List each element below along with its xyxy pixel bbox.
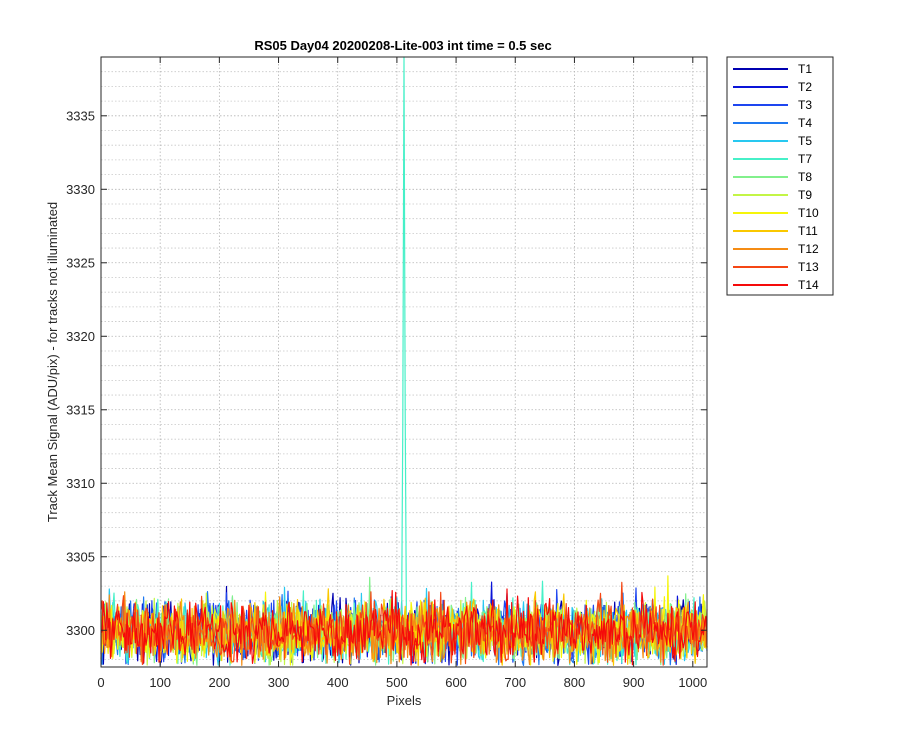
x-tick-label: 100 — [149, 675, 171, 690]
legend-label: T8 — [798, 170, 812, 184]
legend-label: T1 — [798, 62, 812, 76]
legend-label: T7 — [798, 152, 812, 166]
legend-label: T13 — [798, 260, 819, 274]
y-tick-label: 3305 — [66, 549, 95, 564]
y-axis-label: Track Mean Signal (ADU/pix) - for tracks… — [45, 202, 60, 522]
y-tick-label: 3330 — [66, 182, 95, 197]
legend-label: T4 — [798, 116, 812, 130]
x-axis-label: Pixels — [387, 693, 422, 708]
series-line-t14 — [100, 588, 708, 666]
x-tick-label: 700 — [504, 675, 526, 690]
y-tick-label: 3335 — [66, 108, 95, 123]
legend-item-t1: T1 — [733, 62, 812, 76]
legend-item-t4: T4 — [733, 116, 812, 130]
x-tick-label: 1000 — [678, 675, 707, 690]
y-axis-ticks: 3300 3305 3310 3315 3320 3325 3330 3335 — [66, 108, 707, 638]
legend-label: T12 — [798, 242, 819, 256]
legend-item-t14: T14 — [733, 278, 819, 292]
series-line-t12 — [100, 591, 708, 666]
legend-item-t2: T2 — [733, 80, 812, 94]
legend-item-t7: T7 — [733, 152, 812, 166]
series-lines — [100, 56, 708, 666]
legend-label: T3 — [798, 98, 812, 112]
legend: T1 T2 T3 T4 T5 T7 T8 T9 T10 T11 T12 T13 T14 — [726, 56, 834, 296]
x-tick-label: 400 — [327, 675, 349, 690]
y-tick-label: 3320 — [66, 329, 95, 344]
legend-label: T14 — [798, 278, 819, 292]
x-tick-label: 200 — [209, 675, 231, 690]
legend-item-t3: T3 — [733, 98, 812, 112]
legend-label: T10 — [798, 206, 819, 220]
chart-title: RS05 Day04 20200208-Lite-003 int time = … — [254, 38, 551, 53]
legend-item-t13: T13 — [733, 260, 819, 274]
legend-items: T1 T2 T3 T4 T5 T7 T8 T9 T10 T11 T12 T13 T14 — [733, 62, 819, 292]
legend-label: T9 — [798, 188, 812, 202]
legend-label: T2 — [798, 80, 812, 94]
x-axis-ticks: 0 100 200 300 400 500 600 700 800 900 1000 — [97, 57, 707, 690]
legend-item-t12: T12 — [733, 242, 819, 256]
minor-grid-horizontal — [101, 56, 707, 661]
plot-frame — [100, 56, 708, 668]
legend-item-t10: T10 — [733, 206, 819, 220]
y-tick-label: 3325 — [66, 255, 95, 270]
legend-item-t11: T11 — [733, 224, 818, 238]
legend-item-t5: T5 — [733, 134, 812, 148]
x-tick-label: 300 — [268, 675, 290, 690]
legend-item-t9: T9 — [733, 188, 812, 202]
y-tick-label: 3315 — [66, 402, 95, 417]
x-tick-label: 500 — [386, 675, 408, 690]
plot-area — [100, 56, 708, 668]
x-tick-label: 600 — [445, 675, 467, 690]
major-grid-vertical — [159, 57, 694, 667]
x-tick-label: 0 — [97, 675, 104, 690]
x-tick-label: 800 — [564, 675, 586, 690]
y-tick-label: 3300 — [66, 623, 95, 638]
x-tick-label: 900 — [623, 675, 645, 690]
legend-label: T11 — [798, 224, 818, 238]
y-tick-label: 3310 — [66, 476, 95, 491]
legend-label: T5 — [798, 134, 812, 148]
legend-item-t8: T8 — [733, 170, 812, 184]
